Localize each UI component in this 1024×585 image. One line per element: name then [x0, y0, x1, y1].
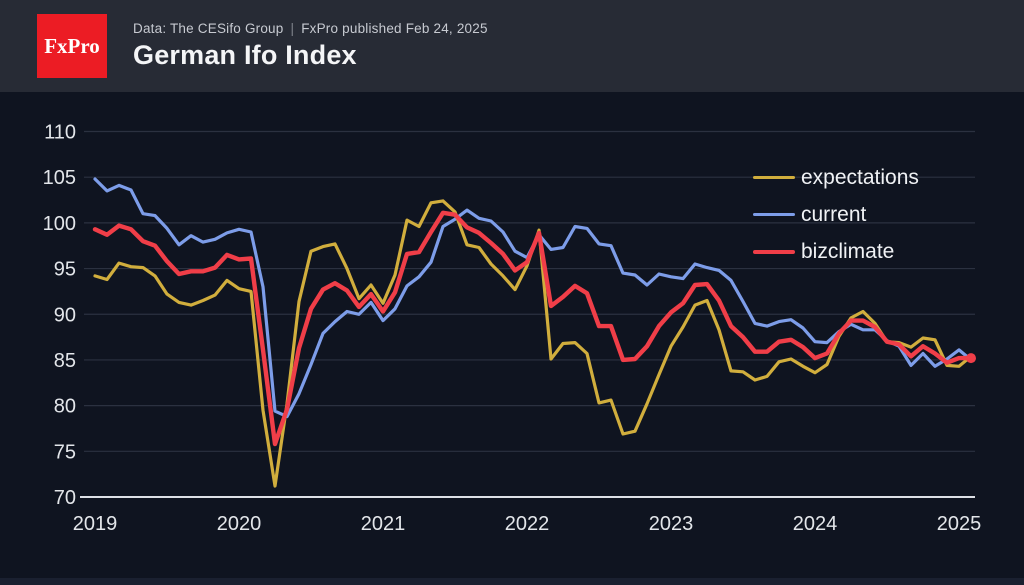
- bizclimate-line-swatch-icon: [753, 249, 795, 254]
- x-tick-label: 2021: [361, 513, 406, 535]
- fxpro-logo: FxPro: [37, 14, 107, 78]
- fxpro-logo-text: FxPro: [44, 33, 100, 58]
- y-tick-label: 105: [43, 167, 76, 189]
- published-date-text: FxPro published Feb 24, 2025: [301, 21, 488, 36]
- chart-subtitle: Data: The CESifo Group | FxPro published…: [133, 21, 488, 36]
- legend-item-bizclimate: bizclimate: [753, 233, 919, 270]
- legend-label: bizclimate: [801, 240, 895, 263]
- subtitle-separator: |: [290, 21, 295, 36]
- y-tick-label: 110: [44, 122, 76, 144]
- series-endpoint-dot-bizclimate: [966, 353, 976, 364]
- header-text-block: Data: The CESifo Group | FxPro published…: [133, 21, 488, 71]
- y-tick-label: 85: [54, 350, 76, 372]
- page-title: German Ifo Index: [133, 40, 357, 70]
- legend-label: expectations: [801, 166, 919, 189]
- current-line-swatch-icon: [753, 213, 795, 216]
- header-bar: FxPro Data: The CESifo Group | FxPro pub…: [0, 0, 1024, 92]
- x-tick-label: 2023: [649, 513, 694, 535]
- y-tick-label: 95: [54, 259, 76, 281]
- x-tick-label: 2024: [793, 513, 838, 535]
- expectations-line-swatch-icon: [753, 176, 795, 179]
- series-line-bizclimate: [92, 210, 974, 447]
- x-tick-label: 2020: [217, 513, 262, 535]
- y-tick-label: 100: [43, 213, 76, 235]
- legend-label: current: [801, 203, 867, 226]
- chart-legend: expectations current bizclimate: [753, 159, 919, 270]
- y-tick-label: 80: [54, 396, 76, 418]
- y-tick-label: 70: [54, 487, 76, 509]
- x-tick-label: 2019: [73, 513, 118, 535]
- footer-strip: [0, 578, 1024, 585]
- legend-item-current: current: [753, 196, 919, 233]
- legend-item-expectations: expectations: [753, 159, 919, 196]
- y-tick-label: 75: [54, 441, 76, 463]
- data-source-text: Data: The CESifo Group: [133, 21, 284, 36]
- y-tick-label: 90: [54, 304, 76, 326]
- x-tick-label: 2025: [937, 513, 982, 535]
- x-tick-label: 2022: [505, 513, 550, 535]
